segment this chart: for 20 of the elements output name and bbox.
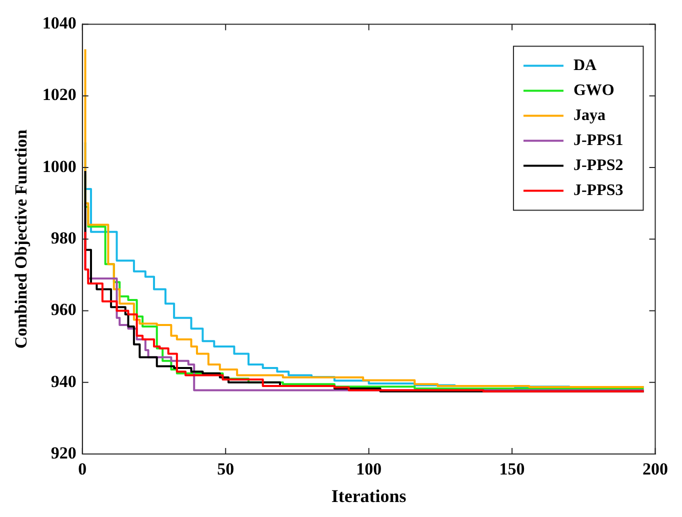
legend-label: DA: [573, 56, 598, 74]
y-tick-label: 1020: [42, 85, 76, 104]
y-tick-label: 960: [50, 300, 76, 320]
legend-label: GWO: [573, 82, 614, 99]
legend-label: Jaya: [573, 106, 606, 124]
y-tick-label: 1000: [42, 156, 76, 176]
y-axis-title: Combined Objective Function: [12, 129, 31, 349]
y-tick-label: 940: [50, 372, 76, 391]
x-tick-label: 100: [356, 460, 382, 479]
legend-label: J-PPS2: [573, 156, 624, 174]
x-tick-label: 0: [78, 460, 87, 479]
x-tick-label: 200: [642, 460, 668, 479]
legend-label: J-PPS3: [573, 182, 624, 199]
x-tick-label: 150: [499, 460, 525, 479]
y-tick-label: 920: [50, 443, 76, 462]
legend-label: J-PPS1: [573, 132, 624, 149]
x-axis-title: Iterations: [331, 486, 406, 506]
y-tick-label: 980: [50, 228, 76, 248]
y-tick-label: 1040: [42, 14, 76, 33]
x-tick-label: 50: [217, 460, 234, 479]
